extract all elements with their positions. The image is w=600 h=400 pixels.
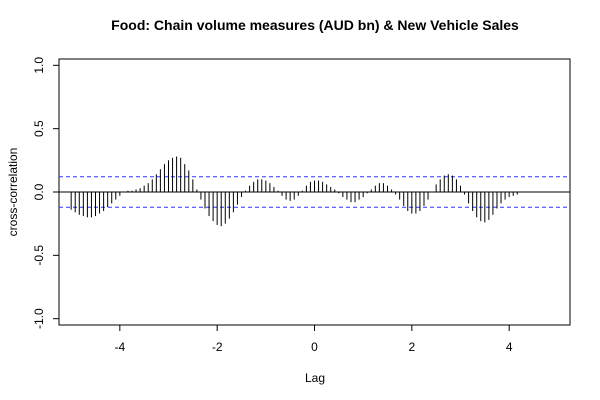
x-axis: -4 -2 0 2 4 (114, 325, 513, 354)
x-tick-label: 4 (506, 340, 513, 354)
y-tick-label: -1.0 (32, 308, 46, 329)
confidence-bounds (59, 176, 570, 208)
y-tick-label: -0.5 (32, 245, 46, 266)
x-tick-label: -4 (114, 340, 125, 354)
y-tick-label: 0.0 (32, 183, 46, 200)
chart-title: Food: Chain volume measures (AUD bn) & N… (111, 17, 519, 33)
x-tick-label: 0 (311, 340, 318, 354)
x-tick-label: 2 (408, 340, 415, 354)
y-axis-label: cross-correlation (6, 148, 20, 237)
y-axis: -1.0 -0.5 0.0 0.5 1.0 (32, 57, 59, 329)
x-tick-label: -2 (212, 340, 223, 354)
y-tick-label: 1.0 (32, 57, 46, 74)
x-axis-label: Lag (305, 371, 325, 385)
y-tick-label: 0.5 (32, 120, 46, 137)
ccf-bars (70, 156, 518, 227)
